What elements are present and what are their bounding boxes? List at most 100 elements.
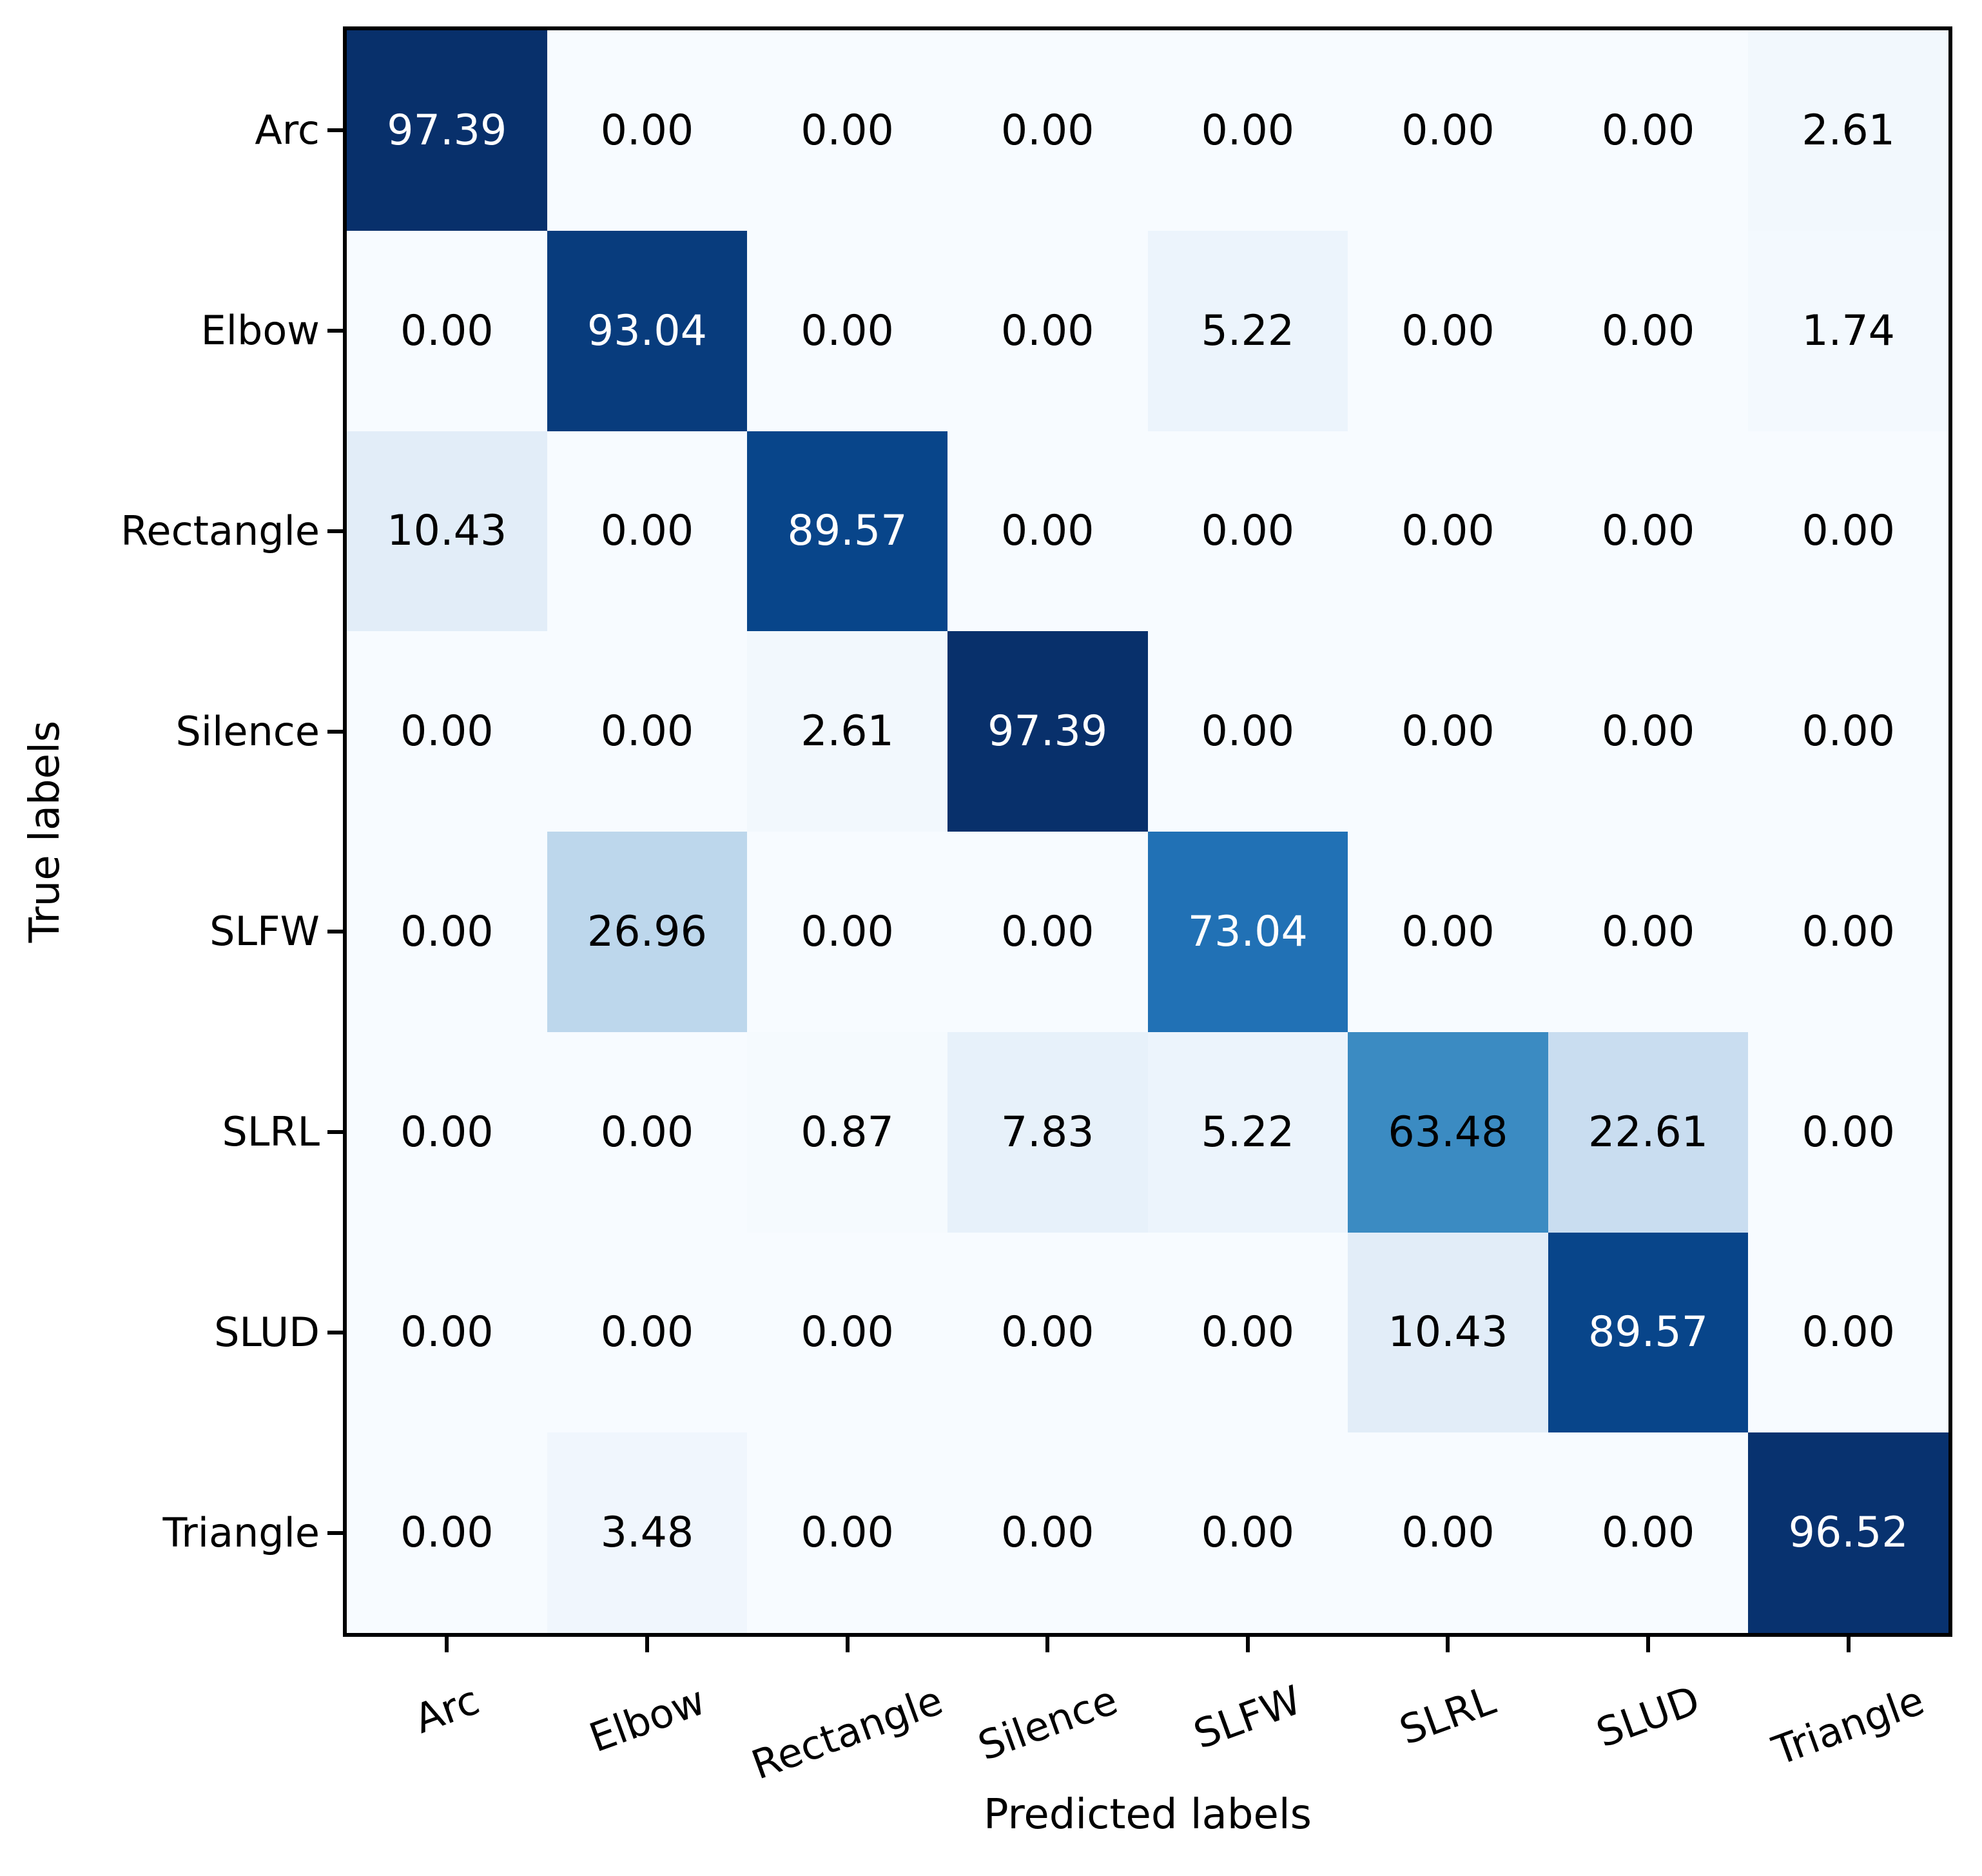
y-tick-label: Arc (255, 106, 320, 154)
x-tick-mark (1045, 1637, 1050, 1652)
matrix-cell: 2.61 (1748, 30, 1948, 231)
matrix-cell: 0.00 (1348, 230, 1548, 431)
y-tick-label: SLFW (209, 908, 320, 955)
matrix-cell: 5.22 (1147, 1031, 1348, 1233)
matrix-cell: 0.00 (747, 832, 947, 1032)
matrix-cell: 0.00 (347, 1031, 547, 1233)
matrix-cell: 0.00 (747, 30, 947, 231)
matrix-cell: 0.87 (747, 1031, 947, 1233)
matrix-cell: 0.00 (1548, 431, 1749, 632)
matrix-cell: 0.00 (1548, 832, 1749, 1032)
matrix-cell: 0.00 (1348, 631, 1548, 832)
matrix-cell: 0.00 (347, 230, 547, 431)
x-tick-label: Rectangle (745, 1676, 949, 1789)
y-tick-label: SLRL (222, 1108, 320, 1156)
matrix-cell: 0.00 (1348, 30, 1548, 231)
x-tick-label: Arc (408, 1676, 485, 1743)
matrix-cell: 0.00 (747, 1432, 947, 1633)
matrix-cell: 0.00 (947, 832, 1148, 1032)
matrix-cell: 0.00 (547, 30, 748, 231)
matrix-cell: 96.52 (1748, 1432, 1948, 1633)
matrix-cell: 0.00 (947, 30, 1148, 231)
matrix-cell: 0.00 (347, 1232, 547, 1433)
y-tick-mark (327, 1130, 343, 1135)
matrix-cell: 0.00 (547, 431, 748, 632)
matrix-cell: 0.00 (1748, 832, 1948, 1032)
y-tick-label: Rectangle (121, 507, 320, 554)
x-tick-label: SLRL (1394, 1676, 1502, 1754)
x-tick-mark (1646, 1637, 1651, 1652)
matrix-cell: 0.00 (1147, 30, 1348, 231)
matrix-cell: 0.00 (1147, 431, 1348, 632)
matrix-cell: 89.57 (1548, 1232, 1749, 1433)
x-tick-mark (1245, 1637, 1250, 1652)
y-tick-mark (327, 128, 343, 133)
matrix-cell: 0.00 (947, 431, 1148, 632)
matrix-cell: 0.00 (347, 832, 547, 1032)
x-tick-label: Elbow (583, 1676, 712, 1761)
y-tick-label: Triangle (162, 1509, 320, 1556)
y-tick-mark (327, 329, 343, 333)
matrix-cell: 3.48 (547, 1432, 748, 1633)
y-tick-label: Silence (175, 707, 320, 755)
matrix-cell: 22.61 (1548, 1031, 1749, 1233)
matrix-cell: 0.00 (1348, 1432, 1548, 1633)
matrix-cell: 0.00 (1548, 631, 1749, 832)
y-tick-mark (327, 1530, 343, 1535)
matrix-cell: 0.00 (1548, 1432, 1749, 1633)
x-tick-mark (445, 1637, 449, 1652)
matrix-cell: 0.00 (1748, 1232, 1948, 1433)
matrix-cell: 97.39 (347, 30, 547, 231)
y-tick-label: SLUD (214, 1308, 320, 1356)
x-tick-label: Silence (971, 1676, 1123, 1770)
matrix-cell: 0.00 (947, 230, 1148, 431)
matrix-cell: 7.83 (947, 1031, 1148, 1233)
matrix-cell: 0.00 (747, 230, 947, 431)
matrix-cell: 73.04 (1147, 832, 1348, 1032)
matrix-cell: 26.96 (547, 832, 748, 1032)
matrix-cell: 0.00 (947, 1432, 1148, 1633)
x-tick-label: SLUD (1590, 1676, 1706, 1757)
matrix-cell: 0.00 (1548, 30, 1749, 231)
y-axis-title: True labels (21, 720, 69, 943)
matrix-cell: 0.00 (547, 1031, 748, 1233)
x-tick-mark (845, 1637, 850, 1652)
matrix-cell: 10.43 (1348, 1232, 1548, 1433)
matrix-cell: 0.00 (547, 1232, 748, 1433)
matrix-cell: 93.04 (547, 230, 748, 431)
matrix-cell: 0.00 (1348, 832, 1548, 1032)
x-tick-mark (1446, 1637, 1450, 1652)
matrix-cell: 89.57 (747, 431, 947, 632)
matrix-cell: 0.00 (1548, 230, 1749, 431)
matrix-cell: 0.00 (1147, 1432, 1348, 1633)
x-axis-title: Predicted labels (984, 1791, 1312, 1839)
matrix-cell: 10.43 (347, 431, 547, 632)
matrix-cell: 0.00 (947, 1232, 1148, 1433)
heatmap-grid: 97.39 0.00 0.00 0.00 0.00 0.00 0.00 2.61 0.00 93.… (347, 30, 1948, 1633)
matrix-cell: 0.00 (1748, 431, 1948, 632)
matrix-cell: 0.00 (747, 1232, 947, 1433)
x-tick-mark (1846, 1637, 1851, 1652)
x-tick-label: SLFW (1187, 1676, 1308, 1759)
matrix-cell: 0.00 (547, 631, 748, 832)
matrix-cell: 0.00 (1147, 631, 1348, 832)
matrix-cell: 63.48 (1348, 1031, 1548, 1233)
heatmap-plot-area: 97.39 0.00 0.00 0.00 0.00 0.00 0.00 2.61 0.00 93.… (343, 26, 1952, 1637)
matrix-cell: 0.00 (1748, 631, 1948, 832)
y-tick-mark (327, 729, 343, 734)
y-tick-mark (327, 1330, 343, 1334)
y-tick-label: Elbow (200, 307, 320, 355)
matrix-cell: 0.00 (1748, 1031, 1948, 1233)
matrix-cell: 0.00 (347, 631, 547, 832)
x-tick-mark (645, 1637, 649, 1652)
matrix-cell: 1.74 (1748, 230, 1948, 431)
y-tick-mark (327, 930, 343, 934)
matrix-cell: 0.00 (1348, 431, 1548, 632)
matrix-cell: 0.00 (347, 1432, 547, 1633)
y-tick-mark (327, 529, 343, 533)
x-tick-label: Triangle (1766, 1676, 1930, 1775)
matrix-cell: 0.00 (1147, 1232, 1348, 1433)
matrix-cell: 5.22 (1147, 230, 1348, 431)
matrix-cell: 2.61 (747, 631, 947, 832)
